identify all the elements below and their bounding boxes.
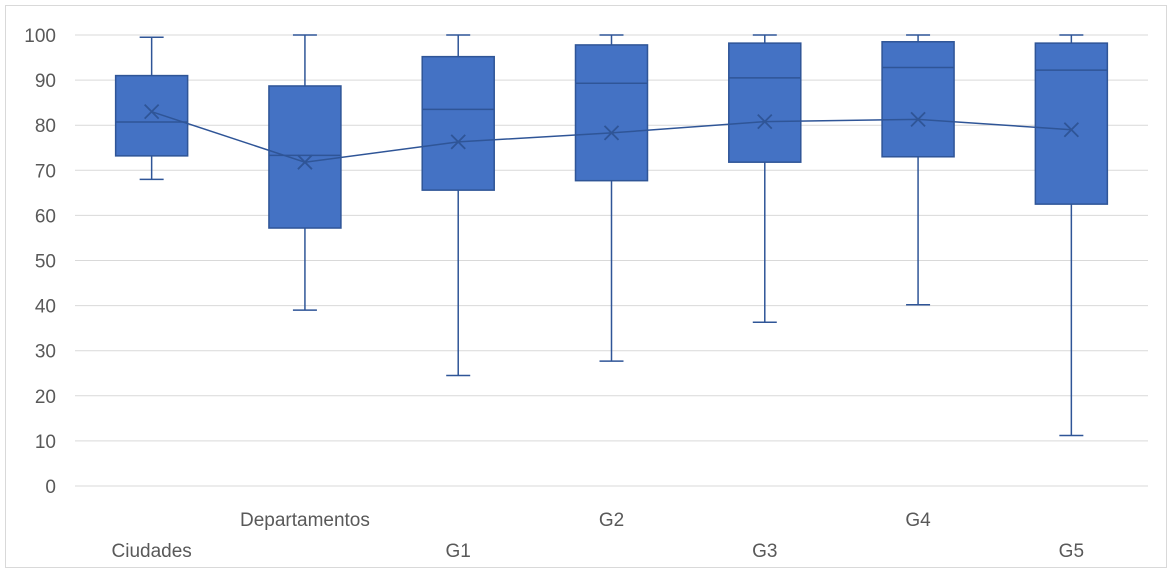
x-category-label: Departamentos [240, 510, 370, 531]
y-tick-label: 70 [35, 161, 56, 182]
y-tick-label: 80 [35, 116, 56, 137]
x-category-label: G2 [599, 510, 624, 531]
mean-marker [450, 134, 466, 150]
x-category-label: G4 [905, 510, 931, 531]
box-iqr [1034, 42, 1109, 205]
box-iqr [728, 42, 802, 163]
mean-marker [757, 113, 773, 130]
y-tick-label: 90 [35, 71, 56, 92]
y-tick-label: 30 [35, 342, 56, 363]
box-iqr [114, 74, 189, 157]
mean-marker [1063, 122, 1079, 138]
box-iqr [574, 44, 649, 182]
x-category-label: Ciudades [112, 541, 192, 562]
mean-marker [603, 125, 620, 141]
x-category-label: G1 [446, 541, 471, 562]
y-tick-label: 100 [24, 26, 56, 47]
mean-marker [297, 154, 313, 170]
box-iqr [421, 55, 495, 191]
box-iqr [268, 85, 342, 229]
x-category-label: G3 [752, 541, 777, 562]
y-tick-label: 60 [35, 206, 56, 227]
mean-marker [910, 111, 926, 127]
mean-marker [144, 104, 160, 120]
y-tick-label: 40 [35, 297, 56, 318]
y-tick-label: 50 [35, 252, 56, 273]
chart-frame [5, 5, 1167, 568]
y-tick-label: 20 [35, 387, 56, 408]
y-tick-label: 10 [35, 432, 56, 453]
x-category-label: G5 [1059, 541, 1084, 562]
box-iqr [881, 41, 955, 158]
y-tick-label: 0 [45, 477, 56, 498]
